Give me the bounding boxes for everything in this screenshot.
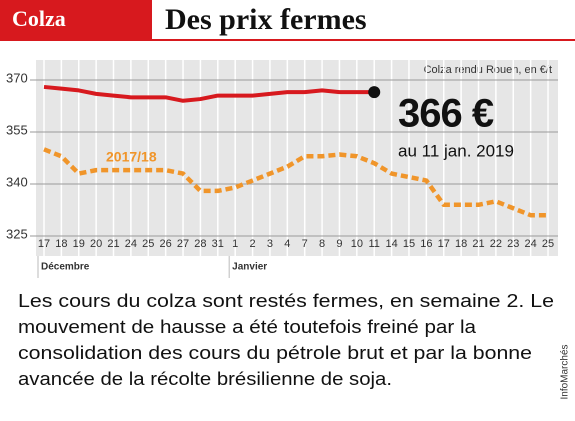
x-tick-label: 26: [160, 238, 172, 250]
x-tick-label: 3: [267, 238, 273, 250]
title: Des prix fermes: [165, 3, 367, 36]
x-tick-label: 24: [125, 238, 137, 250]
x-tick-label: 27: [177, 238, 189, 250]
month-band: [36, 256, 558, 278]
tag: Colza: [12, 6, 66, 31]
body-line: mouvement de hausse a été toutefois frei…: [18, 316, 477, 337]
series-line: [43, 147, 549, 218]
x-tick-label: 11: [369, 238, 380, 250]
y-tick-label: 370: [6, 70, 28, 85]
x-tick-label: 24: [525, 238, 537, 250]
x-tick-label: 1: [232, 238, 238, 250]
x-tick-label: 18: [55, 238, 67, 250]
x-tick-label: 14: [385, 238, 397, 250]
x-tick-label: 21: [472, 238, 484, 250]
x-tick-label: 23: [507, 238, 519, 250]
x-tick-label: 15: [403, 238, 415, 250]
x-tick-label: 7: [302, 238, 308, 250]
y-tick-label: 325: [6, 226, 28, 241]
series-label: 2017/18: [106, 149, 157, 165]
x-tick-label: 19: [73, 238, 85, 250]
x-tick-label: 20: [90, 238, 102, 250]
x-tick-label: 31: [212, 238, 224, 250]
end-dot: [368, 86, 381, 99]
series-line: [43, 84, 375, 103]
source: InfoMarchés: [560, 344, 571, 399]
x-tick-label: 25: [142, 238, 154, 250]
body-line: avancée de la récolte brésilienne de soj…: [18, 368, 392, 389]
x-tick-label: 16: [420, 238, 432, 250]
x-tick-label: 9: [336, 238, 342, 250]
month-label: Janvier: [232, 262, 267, 273]
tag-box: [0, 0, 152, 40]
body-line: consolidation des cours du pétrole brut …: [18, 342, 532, 363]
x-tick-label: 17: [438, 238, 450, 250]
x-tick-label: 28: [194, 238, 206, 250]
x-tick-label: 4: [284, 238, 290, 250]
x-tick-label: 22: [490, 238, 502, 250]
y-tick-label: 340: [6, 174, 28, 189]
callout-value: 366 €: [398, 92, 494, 136]
body-line: Les cours du colza sont restés fermes, e…: [18, 290, 554, 311]
x-tick-label: 21: [107, 238, 119, 250]
x-tick-label: 18: [455, 238, 467, 250]
y-tick-label: 355: [6, 122, 28, 137]
x-tick-label: 2: [249, 238, 255, 250]
callout-date: au 11 jan. 2019: [398, 141, 514, 160]
axis-note: Colza rendu Rouen, en €/t: [424, 64, 552, 76]
month-label: Décembre: [41, 262, 90, 273]
x-tick-label: 8: [319, 238, 325, 250]
x-tick-label: 10: [351, 238, 363, 250]
x-tick-label: 17: [38, 238, 50, 250]
x-tick-label: 25: [542, 238, 554, 250]
